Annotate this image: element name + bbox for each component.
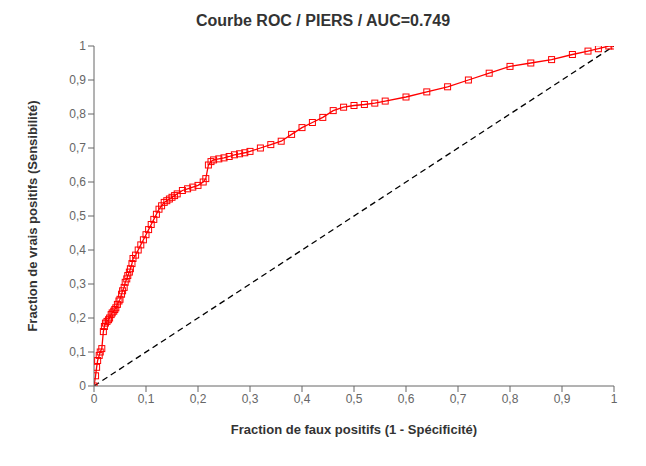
- svg-text:0: 0: [79, 379, 86, 393]
- svg-text:0,3: 0,3: [242, 392, 259, 406]
- svg-text:0,4: 0,4: [69, 243, 86, 257]
- svg-text:Fraction de faux positifs (1 -: Fraction de faux positifs (1 - Spécifici…: [231, 422, 477, 437]
- html-text:Courbe ROC / PIERS / AUC=0.749: Courbe ROC / PIERS / AUC=0.749: [195, 12, 451, 29]
- svg-text:0,6: 0,6: [69, 175, 86, 189]
- svg-text:0: 0: [91, 392, 98, 406]
- svg-text:1: 1: [79, 39, 86, 53]
- svg-text:0,1: 0,1: [69, 345, 86, 359]
- svg-text:0,5: 0,5: [69, 209, 86, 223]
- svg-text:0,9: 0,9: [69, 73, 86, 87]
- svg-text:0,2: 0,2: [69, 311, 86, 325]
- svg-text:0,5: 0,5: [346, 392, 363, 406]
- svg-text:0,9: 0,9: [554, 392, 571, 406]
- svg-text:0,2: 0,2: [190, 392, 207, 406]
- svg-text:0,7: 0,7: [450, 392, 467, 406]
- svg-text:0,3: 0,3: [69, 277, 86, 291]
- svg-text:0,7: 0,7: [69, 141, 86, 155]
- svg-text:0,4: 0,4: [294, 392, 311, 406]
- svg-text:0,1: 0,1: [138, 392, 155, 406]
- svg-text:0,6: 0,6: [398, 392, 415, 406]
- svg-text:0,8: 0,8: [502, 392, 519, 406]
- svg-text:1: 1: [611, 392, 618, 406]
- svg-text:Fraction de vrais positifs (Se: Fraction de vrais positifs (Sensibilité): [25, 100, 40, 331]
- svg-text:0,8: 0,8: [69, 107, 86, 121]
